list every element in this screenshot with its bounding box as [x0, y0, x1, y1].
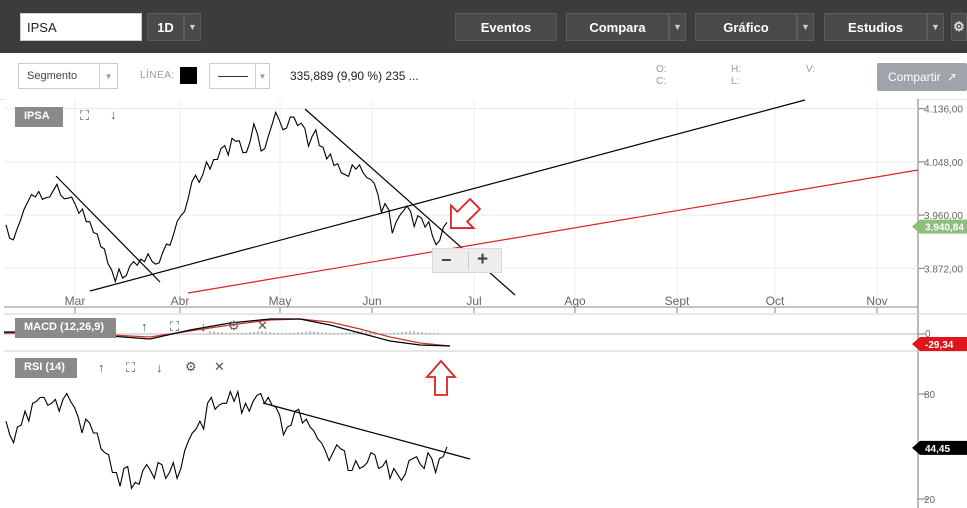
expand-icon[interactable]: ⛶ — [126, 360, 136, 375]
price-last-value-tag-text: 3.940,84 — [925, 223, 964, 234]
rsi-series: 80 20 — [5, 389, 936, 506]
eventos-button[interactable]: Eventos — [455, 13, 557, 41]
expand-icon[interactable]: ⛶ — [170, 319, 180, 334]
price-series — [5, 110, 448, 284]
chevron-down-icon[interactable]: ▼ — [100, 63, 118, 89]
estudios-button[interactable]: Estudios — [824, 13, 927, 41]
arrow-up-icon[interactable]: ↑ — [98, 360, 105, 375]
estudios-dropdown-caret[interactable]: ▼ — [927, 13, 944, 41]
line-color-label: LÍNEA: — [140, 70, 175, 81]
x-tick-label: Sept — [665, 294, 690, 308]
price-last-value-tag: 3.940,84 — [912, 219, 967, 234]
price-line — [5, 110, 448, 284]
close-icon[interactable]: ✕ — [257, 318, 268, 333]
zoom-control: − + — [432, 248, 502, 273]
chevron-down-icon[interactable]: ▼ — [256, 63, 270, 89]
share-icon: ↗ — [946, 70, 957, 84]
x-tick-label: May — [269, 294, 292, 308]
drawing-toolbar — [0, 53, 967, 100]
macd-zero-label: 0 — [925, 329, 931, 340]
x-tick-label: Ago — [564, 294, 586, 308]
arrow-down-icon[interactable]: ↓ — [156, 360, 163, 375]
annotation-arrow-icon — [450, 197, 482, 229]
rsi-trendline — [262, 402, 471, 460]
expand-icon[interactable]: ⛶ — [80, 108, 90, 123]
close-label: C: — [656, 76, 666, 87]
line-style-select[interactable] — [209, 63, 256, 89]
high-label: H: — [731, 64, 741, 75]
y-tick-label: 4.048,00 — [924, 158, 963, 169]
x-tick-label: Nov — [866, 294, 887, 308]
share-label: Compartir — [888, 70, 941, 84]
open-label: O: — [656, 64, 667, 75]
rsi-line — [5, 389, 448, 490]
rsi-tick-label: 20 — [924, 495, 936, 506]
macd-last-value-tag-text: -29,34 — [925, 340, 954, 351]
rsi-tick-label: 80 — [924, 390, 936, 401]
gear-icon[interactable]: ⚙ — [228, 318, 240, 333]
macd-panel-label[interactable]: MACD (12,26,9) — [15, 318, 116, 338]
gear-icon[interactable]: ⚙ — [951, 13, 967, 41]
gear-icon[interactable]: ⚙ — [185, 359, 197, 374]
compara-button[interactable]: Compara — [566, 13, 669, 41]
grafico-dropdown-caret[interactable]: ▼ — [797, 13, 814, 41]
trendline-red — [187, 169, 919, 294]
arrow-up-icon[interactable]: ↑ — [141, 319, 148, 334]
trendline-1 — [55, 175, 161, 283]
chart-area[interactable]: Mar Abr May Jun Jul Ago Sept Oct Nov 4.136,00 4.0… — [0, 99, 967, 508]
measure-readout: 335,889 (9,90 %) 235 ... — [290, 69, 419, 83]
y-tick-label: 3.960,00 — [924, 211, 963, 222]
trendline-support — [89, 99, 806, 292]
period-dropdown-caret[interactable]: ▼ — [184, 13, 201, 41]
share-button[interactable]: Compartir ↗ — [877, 63, 967, 91]
price-plot-bg — [4, 99, 918, 307]
period-button[interactable]: 1D — [147, 13, 184, 41]
x-tick-label: Oct — [766, 294, 785, 308]
zoom-in-button[interactable]: + — [477, 249, 489, 270]
arrow-down-icon[interactable]: ↓ — [200, 319, 207, 334]
rsi-last-value-tag: 44,45 — [912, 440, 967, 455]
symbol-input[interactable]: IPSA — [20, 13, 142, 41]
x-tick-label: Jun — [362, 294, 381, 308]
x-tick-label: Abr — [171, 294, 190, 308]
close-icon[interactable]: ✕ — [214, 359, 225, 374]
y-tick-label: 4.136,00 — [924, 105, 963, 116]
compara-dropdown-caret[interactable]: ▼ — [669, 13, 686, 41]
low-label: L: — [731, 76, 740, 87]
zoom-out-button[interactable]: − — [441, 250, 452, 270]
annotation-up-arrow-icon — [425, 359, 457, 396]
x-tick-label: Jul — [466, 294, 481, 308]
drawing-tool-select[interactable]: Segmento — [18, 63, 100, 89]
x-tick-label: Mar — [65, 294, 86, 308]
x-axis-labels: Mar Abr May Jun Jul Ago Sept Oct Nov — [65, 294, 888, 308]
y-tick-label: 3.872,00 — [924, 264, 963, 275]
rsi-panel-label[interactable]: RSI (14) — [15, 358, 77, 378]
arrow-down-icon[interactable]: ↓ — [110, 107, 117, 122]
macd-histogram: 0 — [209, 329, 931, 340]
rsi-last-value-tag-text: 44,45 — [925, 444, 950, 455]
macd-last-value-tag: -29,34 — [912, 337, 967, 351]
zoom-divider — [468, 252, 469, 270]
price-panel-label[interactable]: IPSA — [15, 107, 63, 127]
value-tags: 3.940,84 -29,34 44,45 — [912, 219, 967, 455]
line-color-swatch[interactable] — [180, 67, 197, 84]
volume-label: V: — [806, 64, 816, 75]
y-axis-labels: 4.136,00 4.048,00 3.960,00 3.872,00 — [924, 105, 963, 276]
grafico-button[interactable]: Gráfico — [695, 13, 797, 41]
